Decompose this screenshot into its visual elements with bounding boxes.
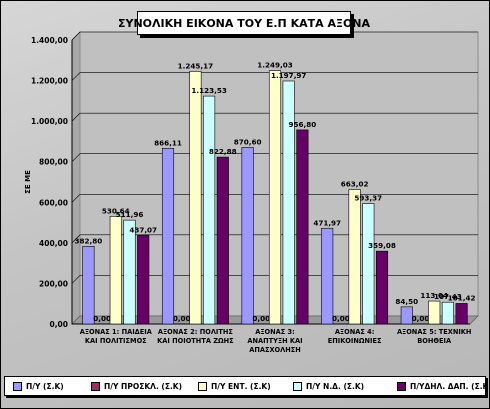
legend-label: Π/Υ Ν.Δ. (Σ.Κ) xyxy=(306,381,365,391)
bar xyxy=(362,203,375,325)
bar xyxy=(441,301,454,325)
bar xyxy=(203,95,216,325)
x-tick-label: ΑΞΟΝΑΣ 2: ΠΟΛΙΤΗΣ xyxy=(158,328,234,336)
data-label: 1.245,17 xyxy=(178,61,213,70)
legend-swatch xyxy=(13,381,22,391)
bar xyxy=(375,250,389,325)
x-tick-label: ΚΑΙ ΠΟΛΙΤΙΣΜΟΣ xyxy=(85,337,147,345)
plot-side-wall xyxy=(71,31,81,325)
legend-label: Π/Υ (Σ.Κ) xyxy=(26,381,64,391)
y-tick-label: 1.400,00 xyxy=(31,36,68,45)
data-label: 1.249,03 xyxy=(257,61,292,70)
bar xyxy=(348,189,361,325)
x-tick-label: ΕΠΙΚΟΙΝΩΝΙΕΣ xyxy=(328,337,382,345)
bar xyxy=(123,219,136,325)
legend-swatch xyxy=(293,381,302,391)
data-label: 511,96 xyxy=(116,210,144,219)
y-tick-label: 400,00 xyxy=(39,239,68,248)
data-label: 866,11 xyxy=(154,138,182,147)
x-tick-label: ΑΠΑΣΧΟΛΗΣΗ xyxy=(249,346,301,354)
legend-item: Π/Υ ΠΡΟΣΚΛ. (Σ.Κ) xyxy=(91,381,182,391)
legend-label: Π/Υ ΠΡΟΣΚΛ. (Σ.Κ) xyxy=(104,381,183,391)
gridline xyxy=(71,112,478,122)
y-axis-label: ΣΕ ΜΕ xyxy=(24,170,32,194)
bar xyxy=(268,70,282,325)
legend-label: Π/ΥΔΗΛ. ΔΑΠ. (Σ.Κ) xyxy=(410,381,490,391)
data-label: 437,07 xyxy=(129,225,157,234)
chart-legend: Π/Υ (Σ.Κ) Π/Υ ΠΡΟΣΚΛ. (Σ.Κ) Π/Υ ΕΝΤ. (Σ.Κ)… xyxy=(4,376,490,396)
data-label: 0,00 xyxy=(332,314,350,323)
data-label: 822,88 xyxy=(209,147,237,156)
bar xyxy=(455,303,468,325)
data-label: 870,60 xyxy=(234,137,262,146)
legend-item: Π/ΥΔΗΛ. ΔΑΠ. (Σ.Κ) xyxy=(397,381,490,391)
data-label: 101,42 xyxy=(448,293,476,302)
legend-item: Π/Υ ΕΝΤ. (Σ.Κ) xyxy=(198,381,271,391)
y-tick-label: 800,00 xyxy=(39,158,68,167)
bar xyxy=(82,246,95,325)
bar xyxy=(282,80,295,325)
legend-swatch xyxy=(198,381,207,391)
legend-swatch xyxy=(91,381,100,391)
x-tick-label: ΑΞΟΝΑΣ 4: xyxy=(335,328,375,336)
bar xyxy=(216,156,229,325)
bar xyxy=(137,235,150,325)
chart-title: ΣΥΝΟΛΙΚΗ ΕΙΚΟΝΑ ΤΟΥ Ε.Π ΚΑΤΑ ΑΞΟΝΑ xyxy=(118,11,370,35)
data-label: 530,64 xyxy=(102,206,130,215)
x-tick-label: ΑΞΟΝΑΣ 1: ΠΑΙΔΕΙΑ xyxy=(80,328,153,336)
data-label: 359,08 xyxy=(368,241,396,250)
gridline xyxy=(71,193,478,203)
data-label: 1.197,97 xyxy=(271,71,306,80)
gridline xyxy=(71,72,478,81)
data-label: 0,00 xyxy=(252,314,270,323)
gridline xyxy=(71,153,478,162)
legend-item: Π/Υ (Σ.Κ) xyxy=(13,381,64,391)
bar xyxy=(109,216,122,325)
y-tick-label: 200,00 xyxy=(39,279,68,288)
x-tick-label: ΑΝΑΠΤΥΞΗ ΚΑΙ xyxy=(247,337,302,345)
bar xyxy=(161,148,175,325)
data-label: 0,00 xyxy=(93,314,111,323)
y-tick-label: 1.200,00 xyxy=(31,77,68,86)
y-tick-label: 1.000,00 xyxy=(31,117,68,126)
data-label: 84,50 xyxy=(395,297,418,306)
data-label: 0,00 xyxy=(173,314,191,323)
gridline xyxy=(71,234,478,244)
data-label: 471,97 xyxy=(313,218,341,227)
gridline xyxy=(71,275,478,284)
bar xyxy=(241,147,254,325)
data-label: 956,80 xyxy=(289,120,317,129)
bar xyxy=(321,227,334,325)
legend-swatch xyxy=(397,381,406,391)
bar xyxy=(428,300,441,325)
bar xyxy=(189,71,202,325)
x-tick-label: ΑΞΟΝΑΣ 5: ΤΕΧΝΙΚΗ xyxy=(397,328,472,336)
x-tick-label: ΒΟΗΘΕΙΑ xyxy=(417,337,452,345)
legend-item: Π/Υ Ν.Δ. (Σ.Κ) xyxy=(293,381,364,391)
x-tick-label: ΚΑΙ ΠΟΙΟΤΗΤΑ ΖΩΗΣ xyxy=(157,337,234,345)
data-label: 663,02 xyxy=(341,180,369,189)
data-label: 382,80 xyxy=(75,236,103,245)
data-label: 107,43 xyxy=(434,292,462,301)
data-label: 0,00 xyxy=(412,314,430,323)
x-tick-label: ΑΞΟΝΑΣ 3: xyxy=(255,328,295,336)
legend-label: Π/Υ ΕΝΤ. (Σ.Κ) xyxy=(211,381,271,391)
data-label: 593,37 xyxy=(354,194,382,203)
bar xyxy=(400,306,413,325)
y-tick-label: 0,00 xyxy=(49,320,68,329)
data-label: 1.123,53 xyxy=(191,86,226,95)
bar xyxy=(296,129,309,325)
data-label: 113,04 xyxy=(420,291,448,300)
y-tick-label: 600,00 xyxy=(39,198,68,207)
